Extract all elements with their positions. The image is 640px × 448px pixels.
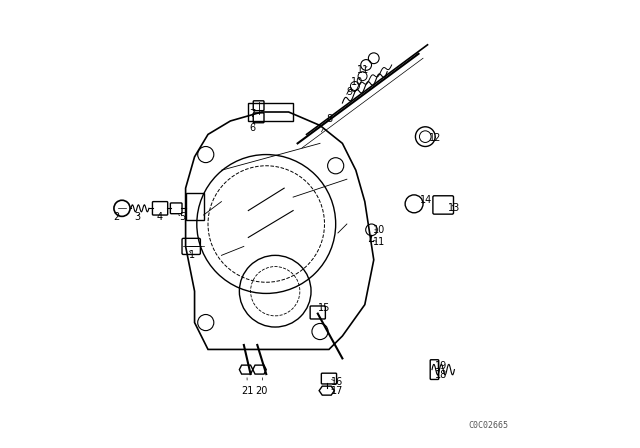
Text: 13: 13 [448,203,461,213]
Text: 10: 10 [373,225,385,235]
Text: 16: 16 [331,377,343,387]
Text: 15: 15 [318,303,331,313]
Text: 17: 17 [331,386,343,396]
Text: 20: 20 [255,378,268,396]
Text: 11: 11 [357,65,369,75]
Text: 19: 19 [435,362,447,371]
Text: 10: 10 [351,77,364,86]
Text: 21: 21 [241,378,253,396]
Text: 2: 2 [113,212,119,222]
Text: C0C02665: C0C02665 [468,421,508,430]
Text: 9: 9 [346,87,352,97]
Text: 18: 18 [435,370,447,380]
Text: 14: 14 [420,195,432,205]
Text: 5: 5 [179,212,185,222]
Text: 6: 6 [250,123,256,133]
Text: 12: 12 [429,133,442,143]
Text: 7: 7 [250,109,256,119]
Text: 1: 1 [189,250,195,260]
Text: 3: 3 [134,212,140,222]
Text: 8: 8 [321,114,332,132]
Text: 4: 4 [157,212,163,222]
Text: 11: 11 [373,237,385,247]
